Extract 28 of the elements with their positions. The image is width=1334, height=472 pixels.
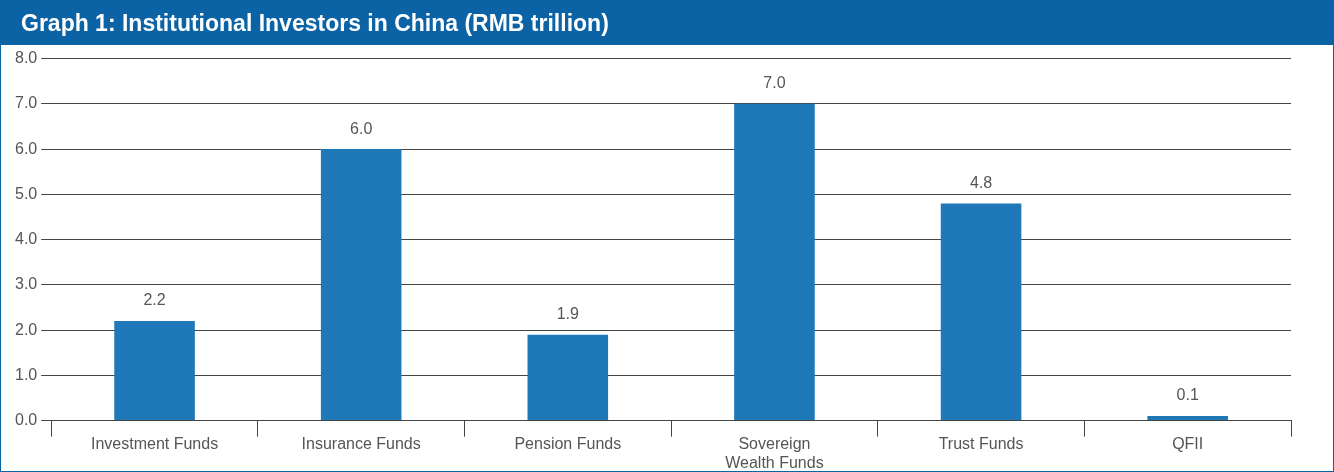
data-label: 0.1 [1176,386,1199,404]
bar [734,103,815,421]
chart-title: Graph 1: Institutional Investors in China (RMB trillion) [1,1,1333,45]
x-tick-label: Sovereign Wealth Funds [725,434,824,471]
bar [527,334,609,421]
data-label: 6.0 [350,119,373,137]
x-tick-label: Investment Funds [90,434,219,452]
bar [940,203,1022,421]
y-tick-label: 5.0 [14,184,38,202]
data-label: 7.0 [763,74,786,92]
data-label: 2.2 [143,291,166,309]
bar [1147,416,1228,421]
data-label: 4.8 [969,173,993,191]
y-tick-label: 3.0 [14,275,38,293]
x-tick-label: Pension Funds [514,434,622,452]
y-tick-label: 4.0 [14,230,38,248]
y-tick-label: 2.0 [14,320,38,338]
x-tick-label: Insurance Funds [301,434,421,452]
y-tick-label: 0.0 [14,411,38,429]
y-tick-label: 7.0 [14,94,38,112]
y-tick-label: 1.0 [14,365,38,383]
bar [320,149,402,421]
y-tick-label: 8.0 [14,49,38,67]
x-tick-label: QFII [1172,434,1204,452]
bar [114,321,195,421]
x-tick-label: Trust Funds [938,434,1024,452]
data-label: 1.9 [556,305,580,323]
y-tick-label: 6.0 [14,139,38,157]
